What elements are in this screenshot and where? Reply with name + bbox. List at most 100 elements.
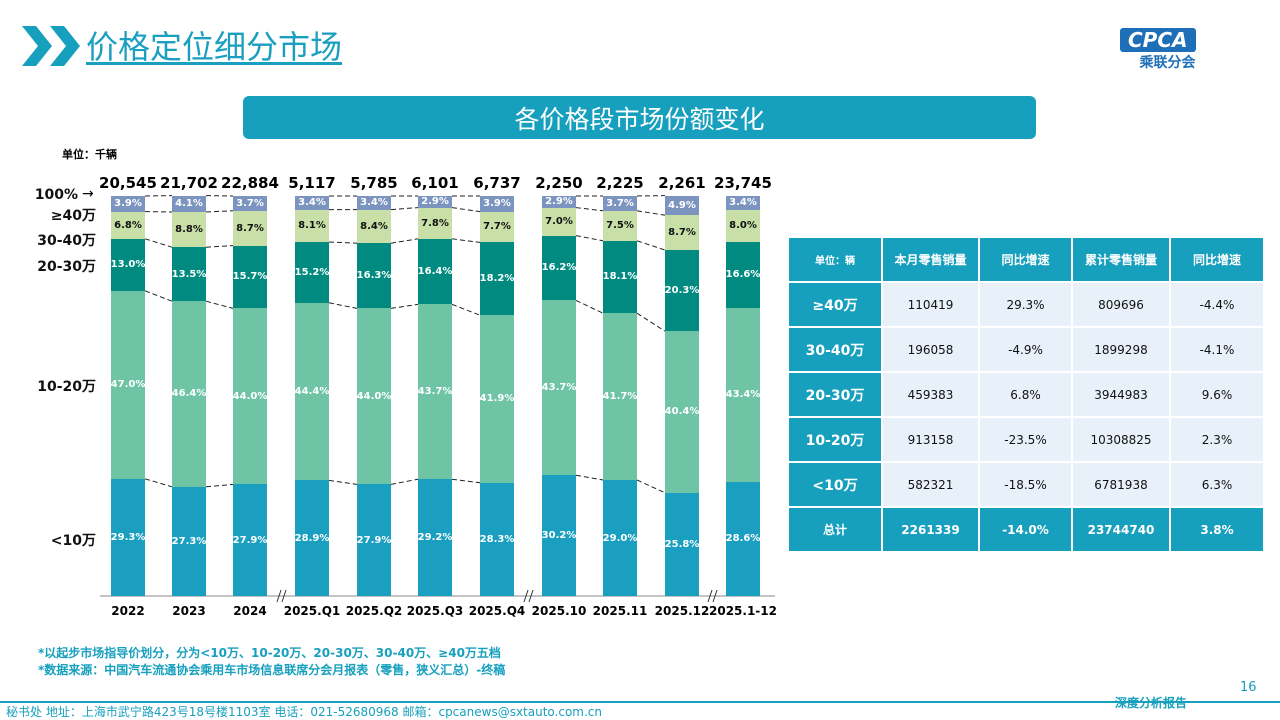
total-label: 23,745 xyxy=(714,174,772,192)
bar-segment: 40.4% xyxy=(665,331,699,493)
table-cell: 10308825 xyxy=(1073,418,1169,461)
table-cell: 3944983 xyxy=(1073,373,1169,416)
table-total-row: 总计 2261339 -14.0% 23744740 3.8% xyxy=(789,508,1263,551)
connector-line xyxy=(451,207,481,213)
table-cell: 110419 xyxy=(883,283,978,326)
connector-line xyxy=(205,245,234,248)
table-cell: -4.1% xyxy=(1171,328,1263,371)
table-cell: 20-30万 xyxy=(789,373,881,416)
total-label: 21,702 xyxy=(160,174,218,192)
table-cell: 23744740 xyxy=(1073,508,1169,551)
bar-segment: 44.0% xyxy=(233,308,267,485)
bar-segment: 18.2% xyxy=(480,242,514,316)
connector-line xyxy=(451,303,481,316)
table-row: 10-20万 913158 -23.5% 10308825 2.3% xyxy=(789,418,1263,461)
table-cell: -23.5% xyxy=(980,418,1071,461)
bar-segment: 3.7% xyxy=(603,196,637,211)
bar-segment: 27.9% xyxy=(357,484,391,596)
x-tick-label: 2023 xyxy=(172,604,206,618)
table-cell: 30-40万 xyxy=(789,328,881,371)
table-cell: 459383 xyxy=(883,373,978,416)
bar-segment: 16.6% xyxy=(726,241,760,308)
connector-line xyxy=(390,478,419,485)
connector-line xyxy=(144,290,173,302)
bar-segment: 3.7% xyxy=(233,196,267,211)
table-header: 累计零售销量 xyxy=(1073,238,1169,281)
series-label: 30-40万 xyxy=(37,233,96,249)
bar-segment: 20.3% xyxy=(665,250,699,332)
table-cell: 总计 xyxy=(789,508,881,551)
report-label: 深度分析报告 xyxy=(1115,696,1188,710)
unit-label: 单位：千辆 xyxy=(62,148,117,161)
table-cell: 3.8% xyxy=(1171,508,1263,551)
bar-segment: 43.4% xyxy=(726,308,760,482)
table-cell: 29.3% xyxy=(980,283,1071,326)
bar-segment: 15.2% xyxy=(295,242,329,303)
divider xyxy=(0,701,1280,703)
x-tick-label: 2025.12 xyxy=(654,604,710,618)
footer-contact: 秘书处 地址：上海市武宁路423号18号楼1103室 电话：021-526809… xyxy=(6,705,603,719)
bar-segment: 28.6% xyxy=(726,481,760,596)
table-cell: -14.0% xyxy=(980,508,1071,551)
bar-segment: 13.5% xyxy=(172,247,206,302)
bar-segment: 47.0% xyxy=(111,290,145,479)
bar-segment: 15.7% xyxy=(233,245,267,309)
total-label: 6,101 xyxy=(411,174,459,192)
bar-segment: 8.0% xyxy=(726,209,760,242)
total-label: 20,545 xyxy=(99,174,157,192)
table-cell: 6.3% xyxy=(1171,463,1263,506)
series-label: <10万 xyxy=(50,533,96,549)
bar-segment: 44.0% xyxy=(357,308,391,485)
total-label: 22,884 xyxy=(221,174,279,192)
table-cell: 582321 xyxy=(883,463,978,506)
page-number: 16 xyxy=(1240,680,1257,695)
bar-segment: 7.7% xyxy=(480,211,514,243)
total-label: 5,785 xyxy=(350,174,398,192)
bar-segment: 8.7% xyxy=(665,215,699,250)
connector-line xyxy=(575,207,604,212)
table-cell: 9.6% xyxy=(1171,373,1263,416)
connector-line xyxy=(390,303,419,309)
bar-segment: 8.4% xyxy=(357,209,391,244)
axis-break-icon xyxy=(707,589,718,603)
x-tick-label: 2024 xyxy=(233,604,267,618)
connector-line xyxy=(144,238,173,248)
connector-line xyxy=(636,479,666,494)
table-cell: 6781938 xyxy=(1073,463,1169,506)
arrow-right-icon: → xyxy=(82,186,94,202)
total-label: 5,117 xyxy=(288,174,336,192)
table-cell: 2.3% xyxy=(1171,418,1263,461)
bar-segment: 13.0% xyxy=(111,238,145,291)
bar-segment: 29.3% xyxy=(111,478,145,596)
bar-segment: 25.8% xyxy=(665,492,699,596)
series-label: 10-20万 xyxy=(37,379,96,395)
axis-break-icon xyxy=(523,589,534,603)
connector-line xyxy=(205,210,234,213)
table-cell: 196058 xyxy=(883,328,978,371)
bar-segment: 3.9% xyxy=(480,196,514,212)
bar-segment: 6.8% xyxy=(111,211,145,239)
axis-break-icon xyxy=(276,589,287,603)
table-row: <10万 582321 -18.5% 6781938 6.3% xyxy=(789,463,1263,506)
table-row: 20-30万 459383 6.8% 3944983 9.6% xyxy=(789,373,1263,416)
bar-segment: 4.1% xyxy=(172,195,206,212)
bar-segment: 16.2% xyxy=(542,235,576,301)
chart-title: 各价格段市场份额变化 xyxy=(243,96,1036,139)
bar-segment: 27.3% xyxy=(172,486,206,596)
bar-segment: 16.4% xyxy=(418,238,452,305)
connector-line xyxy=(328,302,358,309)
top-label: 100% xyxy=(34,187,78,203)
connector-line xyxy=(144,478,173,488)
bar-segment: 3.4% xyxy=(726,196,760,210)
table-cell: 10-20万 xyxy=(789,418,881,461)
chevron-arrows-icon xyxy=(22,26,80,66)
bar-segment: 7.5% xyxy=(603,210,637,241)
bar-segment: 46.4% xyxy=(172,301,206,487)
bar-segment: 7.0% xyxy=(542,207,576,236)
bar-segment: 43.7% xyxy=(542,300,576,476)
table-cell: 2261339 xyxy=(883,508,978,551)
x-tick-label: 2025.Q4 xyxy=(468,604,526,618)
bar-segment: 29.2% xyxy=(418,479,452,596)
bar-segment: 3.4% xyxy=(357,196,391,210)
series-label: ≥40万 xyxy=(50,208,96,224)
